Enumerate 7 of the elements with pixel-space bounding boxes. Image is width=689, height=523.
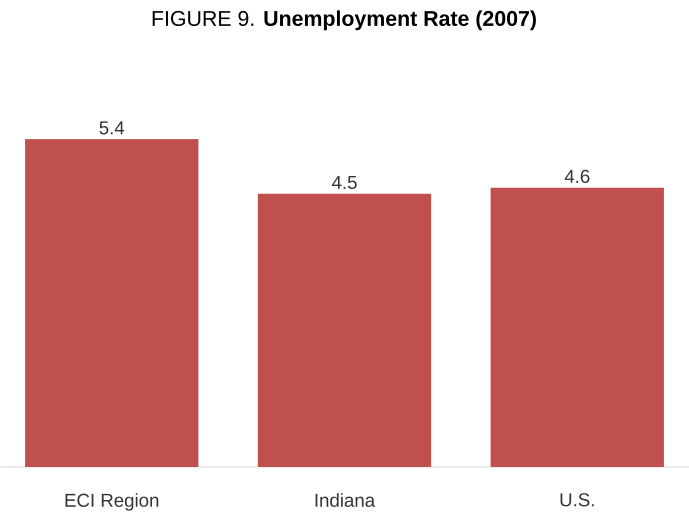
data-label: 5.4 (100, 121, 124, 134)
x-tick-label: Indiana (316, 493, 376, 507)
chart-title: FIGURE 9. Unemployment Rate (2007) (152, 10, 536, 30)
x-tick-label: ECI Region (66, 493, 158, 511)
data-label: 4.5 (332, 176, 357, 190)
x-tick-label: U.S. (560, 493, 594, 506)
data-label: 4.6 (564, 170, 590, 183)
